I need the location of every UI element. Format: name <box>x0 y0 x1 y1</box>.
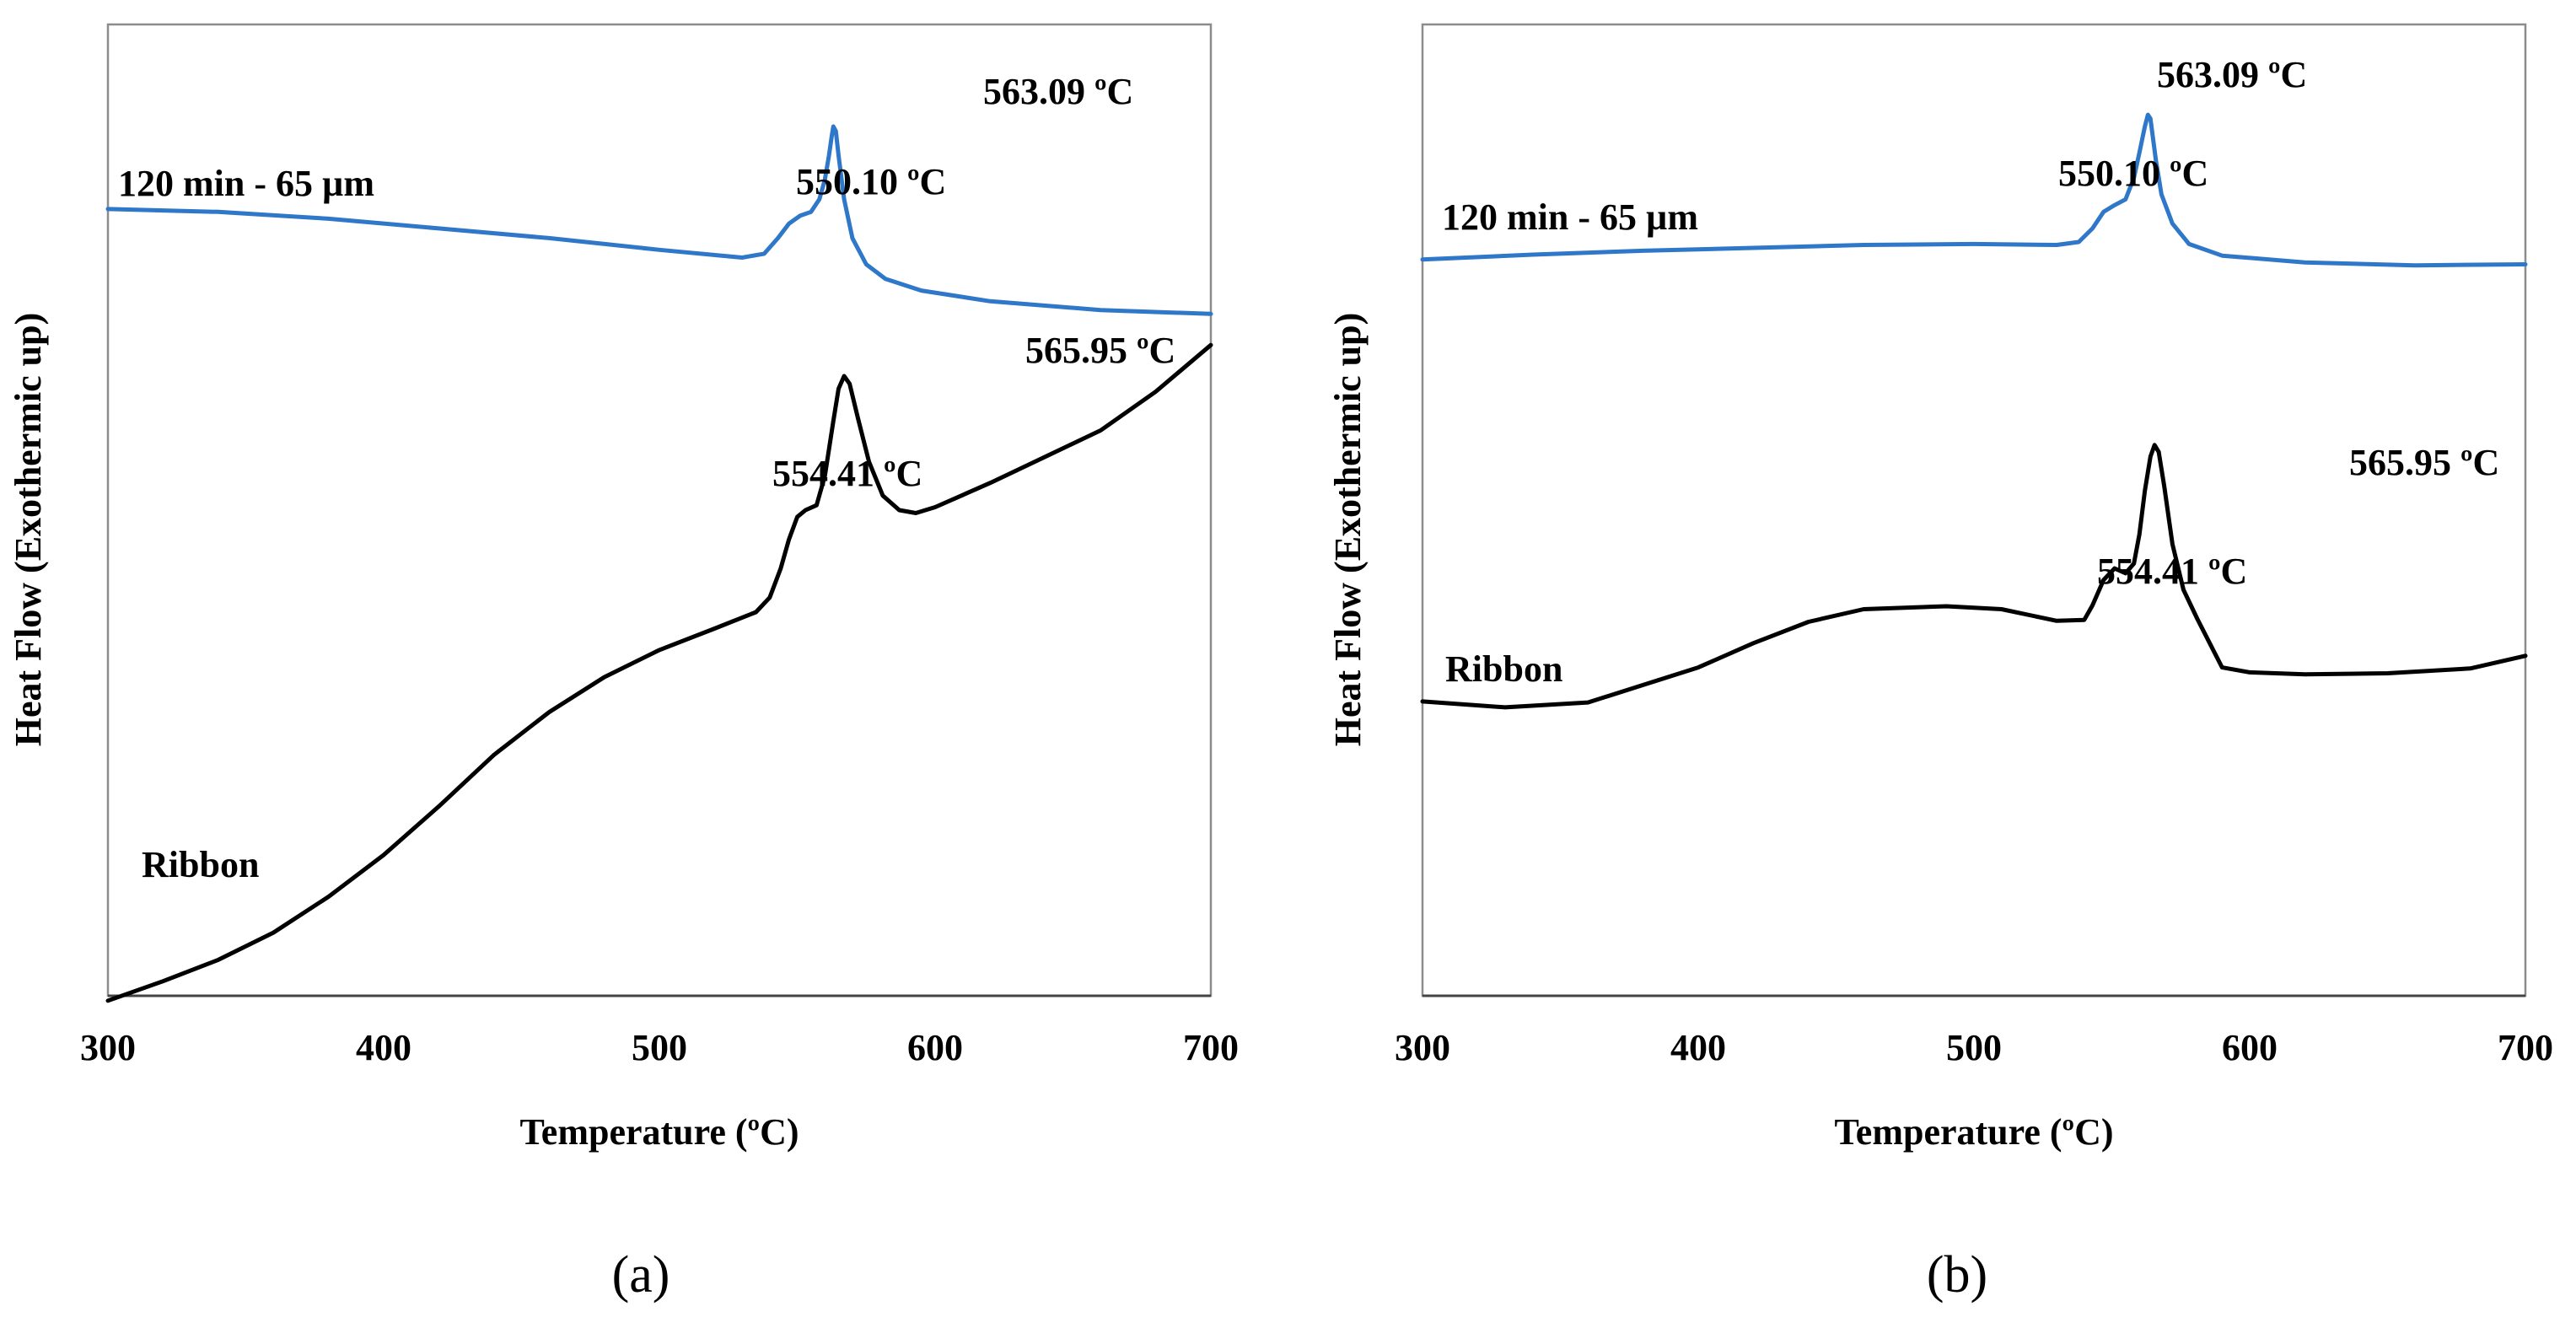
series-line-ribbon <box>105 342 1213 1003</box>
panel-caption: (a) <box>612 1246 670 1304</box>
x-axis-title: Temperature (ºC) <box>519 1111 799 1153</box>
x-tick-label: 300 <box>1395 1027 1450 1068</box>
peak-annotation: 565.95 ºC <box>1025 330 1175 371</box>
x-tick-label: 500 <box>632 1027 687 1068</box>
peak-annotation: 550.10 ºC <box>796 161 946 202</box>
panel-caption: (b) <box>1927 1246 1987 1304</box>
series-line-milled <box>105 124 1213 316</box>
y-axis-title: Heat Flow (Exothermic up) <box>1327 313 1369 746</box>
x-axis-title: Temperature (ºC) <box>1834 1111 2113 1153</box>
panel-b: 300 400 500 600 700 Temperature (ºC) Heat Flow… <box>1327 23 2553 1304</box>
x-tick-label: 600 <box>907 1027 963 1068</box>
peak-annotation: 565.95 ºC <box>2349 442 2499 483</box>
peak-annotation: 554.41 ºC <box>2097 551 2247 592</box>
x-tick-label: 600 <box>2222 1027 2278 1068</box>
x-tick-label: 300 <box>80 1027 136 1068</box>
y-axis-title: Heat Flow (Exothermic up) <box>8 313 49 746</box>
series-label: Ribbon <box>142 844 259 885</box>
peak-annotation: 563.09 ºC <box>983 71 1133 112</box>
x-tick-label: 700 <box>2498 1027 2553 1068</box>
x-tick-label: 400 <box>1670 1027 1726 1068</box>
series-label: Ribbon <box>1445 648 1562 690</box>
x-tick-label: 700 <box>1183 1027 1239 1068</box>
x-tick-label: 400 <box>356 1027 411 1068</box>
peak-annotation: 550.10 ºC <box>2058 153 2208 194</box>
panel-a: 300 400 500 600 700 Temperature (ºC) Heat Flow… <box>8 23 1239 1304</box>
peak-annotation: 554.41 ºC <box>772 453 922 494</box>
series-line-ribbon <box>1420 443 2528 710</box>
x-tick-label: 500 <box>1946 1027 2002 1068</box>
peak-annotation: 563.09 ºC <box>2157 54 2307 95</box>
plot-frame <box>1421 23 2527 997</box>
series-label: 120 min - 65 µm <box>1442 196 1698 238</box>
series-label: 120 min - 65 µm <box>118 163 374 204</box>
series-line-milled <box>1420 112 2528 268</box>
